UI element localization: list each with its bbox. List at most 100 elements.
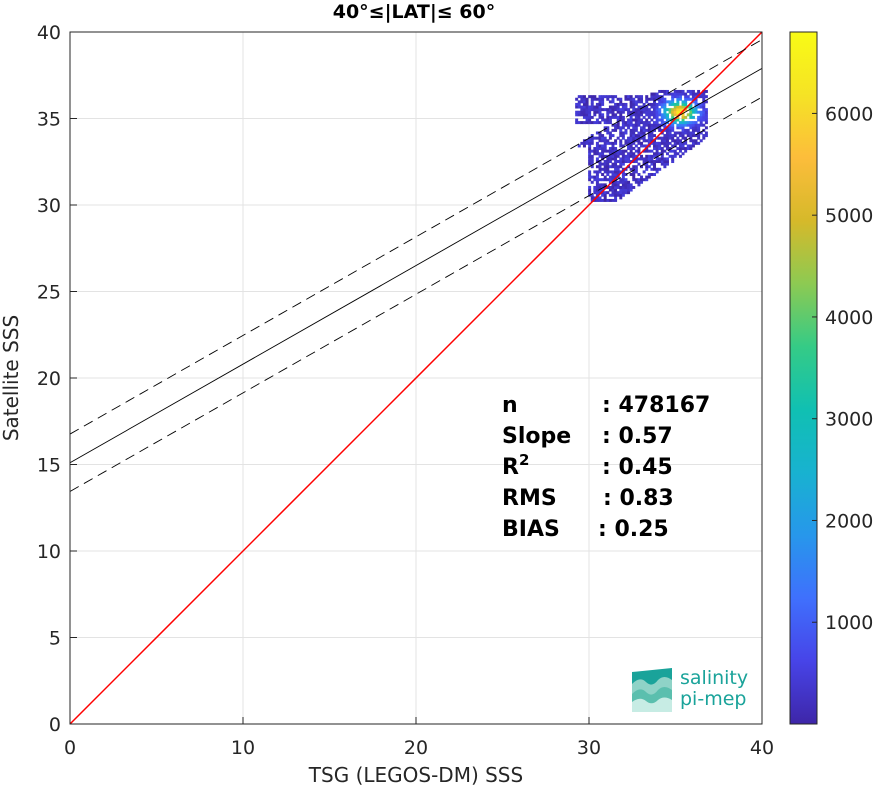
density-cell — [689, 121, 693, 125]
density-cell — [611, 123, 615, 127]
density-cell — [632, 118, 636, 122]
density-cell — [632, 131, 636, 135]
density-cell — [658, 97, 662, 101]
density-cell — [637, 115, 641, 119]
density-cell — [616, 160, 620, 164]
density-cell — [640, 175, 644, 179]
density-cell — [640, 131, 644, 135]
density-cell — [593, 105, 597, 109]
density-cell — [593, 136, 597, 140]
density-cell — [655, 157, 659, 161]
density-cell — [590, 95, 594, 99]
density-cell — [582, 144, 586, 148]
density-cell — [627, 188, 631, 192]
density-cell — [637, 152, 641, 156]
density-cell — [673, 102, 677, 106]
density-cell — [704, 113, 708, 117]
density-cell — [655, 152, 659, 156]
density-cell — [678, 105, 682, 109]
density-cell — [611, 149, 615, 153]
density-cell — [647, 121, 651, 125]
density-cell — [634, 157, 638, 161]
density-cell — [653, 162, 657, 166]
density-cell — [697, 110, 701, 114]
density-cell — [606, 172, 610, 176]
density-cell — [614, 154, 618, 158]
density-cell — [575, 97, 579, 101]
density-cell — [634, 165, 638, 169]
density-cell — [595, 149, 599, 153]
density-cell — [637, 157, 641, 161]
density-cell — [606, 126, 610, 130]
density-cell — [624, 128, 628, 132]
density-cell — [655, 113, 659, 117]
density-cell — [593, 196, 597, 200]
density-cell — [624, 105, 628, 109]
density-cell — [640, 128, 644, 132]
density-cell — [611, 144, 615, 148]
density-cell — [632, 108, 636, 112]
density-cell — [627, 191, 631, 195]
density-cell — [673, 95, 677, 99]
density-cell — [627, 123, 631, 127]
y-tick-label: 0 — [49, 714, 61, 736]
density-cell — [627, 154, 631, 158]
density-cell — [689, 92, 693, 96]
density-cell — [585, 108, 589, 112]
density-cell — [606, 139, 610, 143]
y-axis-ticks: 0 5 10 15 20 25 30 35 40 — [37, 22, 77, 736]
density-cell — [624, 172, 628, 176]
density-cell — [608, 95, 612, 99]
density-cell — [665, 128, 669, 132]
density-cell — [614, 128, 618, 132]
density-cell — [590, 180, 594, 184]
density-cell — [658, 100, 662, 104]
density-cell — [624, 180, 628, 184]
density-cell — [684, 121, 688, 125]
density-cell — [601, 152, 605, 156]
density-cell — [663, 144, 667, 148]
density-cell — [611, 110, 615, 114]
density-cell — [694, 128, 698, 132]
density-cell — [582, 97, 586, 101]
density-cell — [676, 97, 680, 101]
density-cell — [629, 185, 633, 189]
density-cell — [588, 175, 592, 179]
density-cell — [603, 198, 607, 202]
density-cell — [603, 167, 607, 171]
density-cell — [637, 123, 641, 127]
density-cell — [614, 191, 618, 195]
density-cell — [645, 97, 649, 101]
density-cell — [653, 92, 657, 96]
density-cell — [650, 149, 654, 153]
y-tick-label: 10 — [37, 541, 61, 563]
density-cell — [595, 196, 599, 200]
density-cell — [606, 185, 610, 189]
density-cell — [647, 123, 651, 127]
density-cell — [653, 115, 657, 119]
identity-line — [69, 31, 763, 725]
density-cell — [595, 172, 599, 176]
density-cell — [603, 191, 607, 195]
density-cell — [608, 100, 612, 104]
density-cell — [634, 136, 638, 140]
density-cell — [642, 110, 646, 114]
density-cell — [694, 97, 698, 101]
density-cell — [634, 149, 638, 153]
density-cell — [668, 123, 672, 127]
density-cell — [598, 115, 602, 119]
density-cell — [582, 121, 586, 125]
density-cell — [655, 95, 659, 99]
density-cell — [632, 126, 636, 130]
density-cell — [699, 131, 703, 135]
density-cell — [640, 178, 644, 182]
density-cell — [580, 141, 584, 145]
density-cell — [645, 105, 649, 109]
density-cell — [595, 157, 599, 161]
stat-label: Slope — [502, 424, 571, 449]
density-cell — [663, 165, 667, 169]
density-cell — [598, 131, 602, 135]
density-cell — [673, 149, 677, 153]
density-cell — [650, 102, 654, 106]
